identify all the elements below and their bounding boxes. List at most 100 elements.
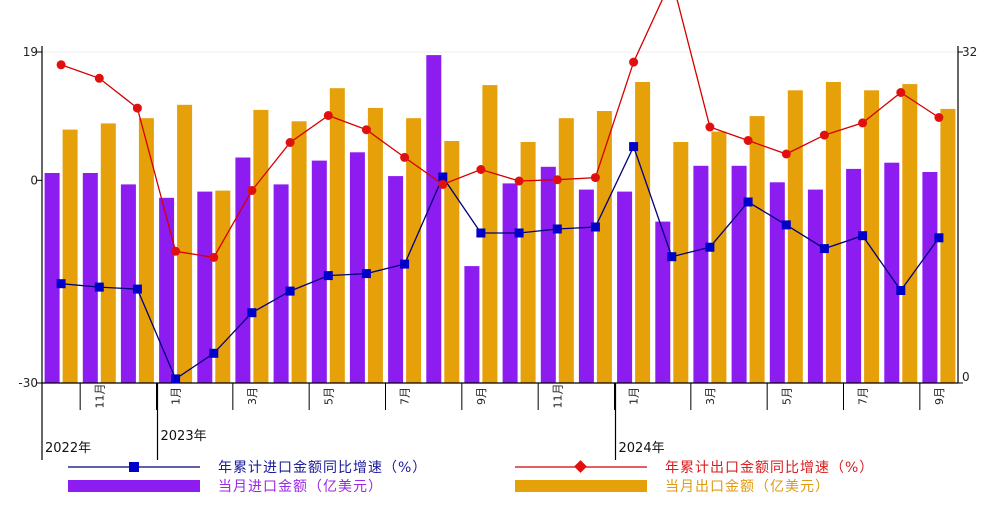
- import-bar-0: [44, 173, 60, 383]
- export-growth-point-4: [209, 252, 219, 262]
- axes: [37, 46, 963, 460]
- import-bar-11: [464, 266, 480, 383]
- year-label-2: 2024年: [619, 441, 665, 456]
- x-tick-label-19: 5月: [780, 387, 793, 405]
- right-tick-label-0: 32: [962, 45, 977, 59]
- export-bar-16: [673, 142, 689, 383]
- import-bar-1: [82, 173, 98, 383]
- export-bar-8: [367, 107, 383, 384]
- import-growth-point-19: [781, 220, 791, 230]
- import-bar-19: [769, 182, 785, 383]
- import-bar-14: [578, 189, 594, 383]
- export-bar-10: [444, 141, 460, 383]
- export-bar-0: [62, 129, 78, 383]
- export-growth-point-18: [743, 136, 753, 145]
- import-growth-point-23: [934, 233, 944, 243]
- import-growth-point-9: [400, 259, 410, 269]
- export-bar-17: [711, 131, 727, 383]
- import-growth-point-12: [514, 228, 524, 238]
- export-growth-point-12: [514, 176, 524, 186]
- export-growth-point-14: [590, 173, 600, 183]
- legend-export-growth-marker: [574, 460, 587, 473]
- export-growth-point-17: [705, 122, 715, 132]
- lines: [56, 0, 944, 384]
- import-bar-8: [349, 152, 365, 383]
- export-bar-11: [482, 85, 498, 383]
- import-growth-point-22: [896, 286, 906, 295]
- export-bar-12: [520, 142, 536, 383]
- import-bar-4: [197, 191, 213, 383]
- x-tick-label-23: 9月: [933, 387, 946, 405]
- right-tick-label-1: 0: [962, 370, 970, 384]
- export-bar-15: [635, 82, 651, 383]
- export-bar-14: [596, 111, 612, 383]
- import-growth-point-5: [247, 308, 257, 318]
- import-bar-20: [807, 189, 823, 383]
- import-growth-point-1: [94, 282, 104, 292]
- import-bar-9: [388, 176, 404, 383]
- export-growth-point-19: [781, 149, 791, 159]
- export-growth-point-2: [132, 103, 142, 113]
- import-growth-point-13: [552, 224, 562, 234]
- import-growth-point-3: [171, 374, 181, 384]
- x-tick-label-11: 9月: [475, 387, 488, 405]
- export-bar-23: [940, 108, 956, 384]
- export-growth-point-11: [476, 165, 486, 174]
- x-tick-label-7: 5月: [322, 387, 335, 405]
- export-growth-point-3: [171, 246, 181, 256]
- export-growth-point-13: [552, 175, 562, 185]
- legend-import-bar-label: 当月进口金额（亿美元）: [218, 479, 383, 495]
- import-bar-18: [731, 165, 747, 383]
- left-tick-label-0: 19: [23, 45, 38, 59]
- export-bar-18: [749, 116, 765, 383]
- export-bar-4: [215, 190, 231, 383]
- import-growth-point-17: [705, 242, 715, 252]
- export-bar-7: [329, 88, 345, 383]
- import-bar-13: [540, 166, 556, 383]
- legend-import-growth-marker: [129, 462, 139, 472]
- import-growth-point-4: [209, 348, 219, 358]
- export-bar-1: [100, 123, 116, 384]
- legend-export-growth-label: 年累计出口金额同比增速（%）: [665, 460, 874, 476]
- x-tick-label-15: 1月: [628, 387, 641, 405]
- labels: 19 0 -30 32 0 11月 1月 3月 5月 7月 9月 11月 1月 3月 5月 7月 9月 2022年…: [18, 45, 977, 456]
- x-tick-label-5: 3月: [246, 387, 259, 405]
- x-tick-label-1: 11月: [93, 384, 106, 409]
- import-bar-22: [884, 162, 900, 383]
- export-bar-9: [406, 118, 422, 383]
- x-tick-label-9: 7月: [399, 387, 412, 405]
- import-growth-point-11: [476, 228, 486, 238]
- export-growth-point-9: [400, 152, 410, 162]
- export-growth-point-10: [438, 179, 448, 189]
- import-growth-point-10: [438, 172, 448, 182]
- left-tick-label-1: 0: [30, 173, 38, 187]
- export-bar-22: [902, 84, 918, 383]
- legend-import-growth-label: 年累计进口金额同比增速（%）: [218, 460, 427, 476]
- import-growth-point-16: [667, 252, 677, 262]
- import-bar-16: [655, 221, 671, 383]
- import-growth-point-18: [743, 197, 753, 207]
- import-growth-point-2: [132, 284, 142, 294]
- export-growth-point-6: [285, 138, 295, 147]
- import-bar-23: [922, 172, 938, 383]
- import-bar-2: [120, 184, 136, 383]
- export-growth-point-1: [94, 73, 104, 83]
- x-tick-label-17: 3月: [704, 387, 717, 405]
- import-bar-21: [846, 168, 862, 383]
- x-tick-label-3: 1月: [170, 387, 183, 405]
- export-bar-13: [558, 118, 574, 383]
- import-growth-point-21: [858, 231, 868, 241]
- import-bar-3: [159, 197, 175, 383]
- year-label-1: 2023年: [161, 429, 207, 444]
- import-growth-point-0: [56, 279, 66, 289]
- import-bar-17: [693, 165, 709, 383]
- import-growth-point-20: [819, 244, 829, 254]
- legend-import-bar-swatch: [68, 480, 200, 492]
- x-tick-label-21: 7月: [857, 387, 870, 405]
- import-growth-point-14: [590, 222, 600, 232]
- export-bar-5: [253, 109, 269, 384]
- export-growth-line: [60, 0, 940, 259]
- export-growth-point-20: [819, 130, 829, 140]
- import-growth-point-7: [323, 271, 333, 281]
- export-bar-21: [864, 90, 880, 384]
